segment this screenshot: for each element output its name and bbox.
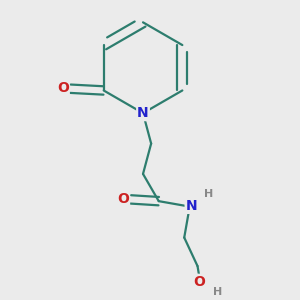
Text: O: O — [117, 192, 129, 206]
Text: O: O — [193, 275, 205, 289]
Text: H: H — [204, 189, 214, 200]
Text: O: O — [57, 81, 69, 95]
Text: H: H — [213, 287, 222, 297]
Text: N: N — [186, 199, 197, 213]
Text: N: N — [137, 106, 149, 120]
